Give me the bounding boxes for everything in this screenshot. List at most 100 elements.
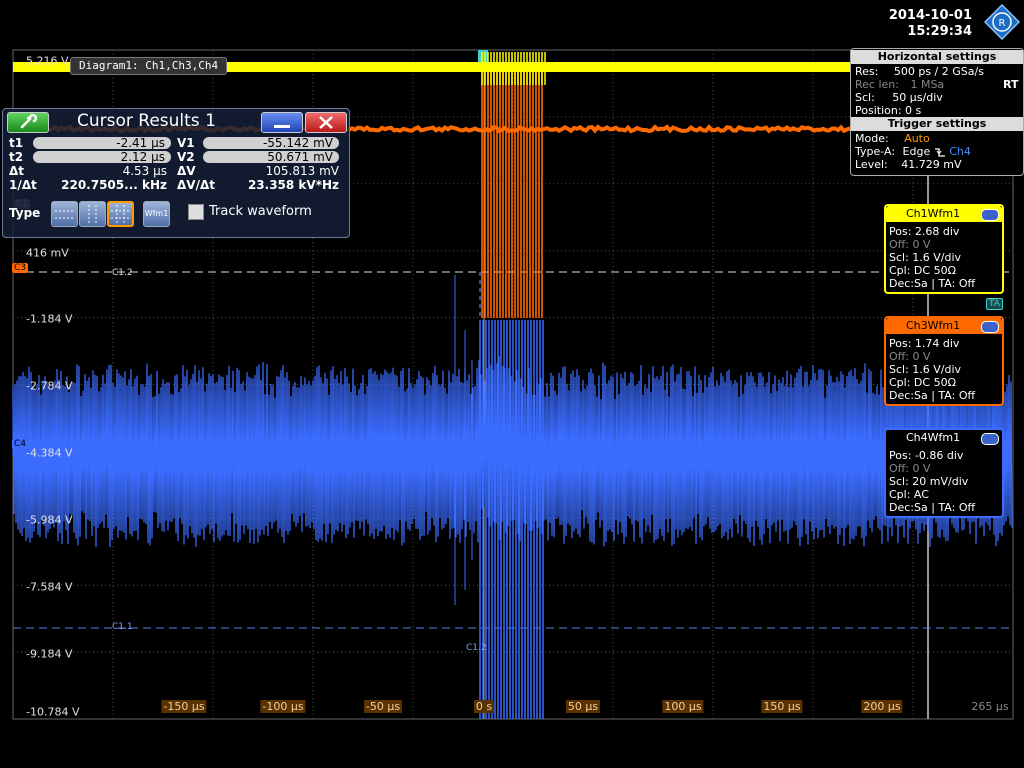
cursor-h1-label: C1.2 xyxy=(112,268,133,278)
v1-value[interactable]: -55.142 mV xyxy=(203,137,339,149)
cursor-results-title-bar[interactable]: Cursor Results 1 xyxy=(3,109,349,135)
ch4-pos: Pos: -0.86 div xyxy=(889,449,964,462)
dv-value: 105.813 mV xyxy=(265,164,339,178)
cursor-results-panel[interactable]: Cursor Results 1 t1 -2.41 µs t2 2.12 µs … xyxy=(2,108,350,238)
dt-label: Δt xyxy=(9,164,25,178)
cursor-results-title: Cursor Results 1 xyxy=(77,111,216,131)
dt-value: 4.53 µs xyxy=(122,164,167,178)
wrench-icon xyxy=(20,113,38,129)
track-waveform-label: Track waveform xyxy=(209,204,312,219)
x-label: 0 s xyxy=(473,700,495,713)
type-horizontal-button[interactable] xyxy=(51,201,78,227)
scl-label: Scl: xyxy=(855,91,875,104)
ch4-marker-tag[interactable]: C4 xyxy=(12,439,29,449)
horizontal-cursor-icon xyxy=(55,210,74,219)
t2-label: t2 xyxy=(9,150,24,164)
source-wfm-button[interactable]: Wfm1 xyxy=(143,201,170,227)
y-label: -10.784 V xyxy=(26,705,80,719)
ch3-scl: Scl: 1.6 V/div xyxy=(889,363,962,376)
ch3-title: Ch3Wfm1 xyxy=(906,319,961,332)
pos-label: Position: xyxy=(855,104,902,117)
type-label: Type xyxy=(9,206,41,220)
ch4-dec: Dec:Sa | TA: Off xyxy=(889,501,976,514)
cursor-v-label: C1.2 xyxy=(466,643,487,653)
date-time: 2014-10-01 15:29:34 xyxy=(889,8,972,40)
trig-type-label: Type-A: xyxy=(855,145,896,158)
y-label: -1.184 V xyxy=(26,312,73,326)
close-button[interactable] xyxy=(305,112,347,133)
ch3-cpl: Cpl: DC 50Ω xyxy=(889,376,956,389)
ch4-minimize-button[interactable] xyxy=(981,433,999,445)
ch4-info-box[interactable]: Ch4Wfm1 Pos: -0.86 div Off: 0 V Scl: 20 … xyxy=(884,428,1004,518)
mode-row: Mode: Auto xyxy=(855,132,930,145)
x-label: 265 µs xyxy=(971,700,1009,713)
x-label: -100 µs xyxy=(260,700,306,713)
dv-label: ΔV xyxy=(177,164,196,178)
settings-panel[interactable]: Horizontal settings Res: 500 ps / 2 GSa/… xyxy=(850,48,1024,176)
y-label: -4.384 V xyxy=(26,446,73,460)
wrench-button[interactable] xyxy=(7,112,49,133)
rec-value: 1 MSa xyxy=(910,78,945,91)
ch1-info-box[interactable]: Ch1Wfm1 Pos: 2.68 div Off: 0 V Scl: 1.6 … xyxy=(884,204,1004,294)
type-vertical-button[interactable] xyxy=(79,201,106,227)
level-value: 41.729 mV xyxy=(901,158,962,171)
trigger-settings-title: Trigger settings xyxy=(851,117,1023,131)
rec-label: Rec len: xyxy=(855,78,899,91)
t1-value[interactable]: -2.41 µs xyxy=(33,137,171,149)
ch4-title: Ch4Wfm1 xyxy=(906,431,961,444)
level-label: Level: xyxy=(855,158,888,171)
y-label: 416 mV xyxy=(26,246,69,260)
ch4-header[interactable]: Ch4Wfm1 xyxy=(886,430,1002,446)
y-label: -2.784 V xyxy=(26,379,73,393)
minimize-button[interactable] xyxy=(261,112,303,133)
x-label: 200 µs xyxy=(861,700,903,713)
ch1-minimize-button[interactable] xyxy=(981,209,999,221)
ch1-cpl: Cpl: DC 50Ω xyxy=(889,264,956,277)
pos-value: 0 s xyxy=(905,104,922,117)
type-both-button[interactable] xyxy=(107,201,134,227)
x-label: 100 µs xyxy=(662,700,704,713)
ch1-off: Off: 0 V xyxy=(889,238,931,251)
horizontal-settings-title: Horizontal settings xyxy=(851,50,1023,64)
ch1-pos: Pos: 2.68 div xyxy=(889,225,960,238)
x-label: 50 µs xyxy=(565,700,601,713)
diagram-tab[interactable]: Diagram1: Ch1,Ch3,Ch4 xyxy=(70,57,228,75)
t2-value[interactable]: 2.12 µs xyxy=(33,151,171,163)
track-waveform-checkbox[interactable] xyxy=(188,204,204,220)
v2-value[interactable]: 50.671 mV xyxy=(203,151,339,163)
cursor-h2-label: C1.1 xyxy=(112,622,133,632)
ch1-title: Ch1Wfm1 xyxy=(906,207,961,220)
y-label: -9.184 V xyxy=(26,647,73,661)
v1-label: V1 xyxy=(177,136,195,150)
pos-row: Position: 0 s xyxy=(855,104,921,117)
y-label: -7.584 V xyxy=(26,580,73,594)
ch3-off: Off: 0 V xyxy=(889,350,931,363)
ch3-pos: Pos: 1.74 div xyxy=(889,337,960,350)
mode-label: Mode: xyxy=(855,132,889,145)
minimize-icon xyxy=(274,125,290,128)
x-label: -50 µs xyxy=(363,700,403,713)
ch3-minimize-button[interactable] xyxy=(981,321,999,333)
trigger-ta-tag[interactable]: TA xyxy=(986,298,1003,310)
level-row: Level: 41.729 mV xyxy=(855,158,961,171)
ch3-marker-tag[interactable]: C3 xyxy=(12,263,29,273)
ch4-scl: Scl: 20 mV/div xyxy=(889,475,969,488)
close-icon xyxy=(319,116,333,129)
ch1-header[interactable]: Ch1Wfm1 xyxy=(886,206,1002,222)
svg-text:R: R xyxy=(999,18,1006,29)
ch1-dec: Dec:Sa | TA: Off xyxy=(889,277,976,290)
scl-row: Scl: 50 µs/div xyxy=(855,91,943,104)
x-label: 150 µs xyxy=(761,700,803,713)
time-text: 15:29:34 xyxy=(907,24,972,39)
both-cursor-icon xyxy=(111,205,130,223)
res-label: Res: xyxy=(855,65,879,78)
ch3-header[interactable]: Ch3Wfm1 xyxy=(886,318,1002,334)
trig-type-value: Edge xyxy=(902,145,931,158)
res-value: 500 ps / 2 GSa/s xyxy=(893,65,984,78)
ch3-info-box[interactable]: Ch3Wfm1 Pos: 1.74 div Off: 0 V Scl: 1.6 … xyxy=(884,316,1004,406)
date-text: 2014-10-01 xyxy=(888,8,972,23)
ch1-waveform xyxy=(13,62,1013,72)
rt-label: RT xyxy=(1003,78,1019,91)
falling-edge-icon xyxy=(934,147,945,157)
